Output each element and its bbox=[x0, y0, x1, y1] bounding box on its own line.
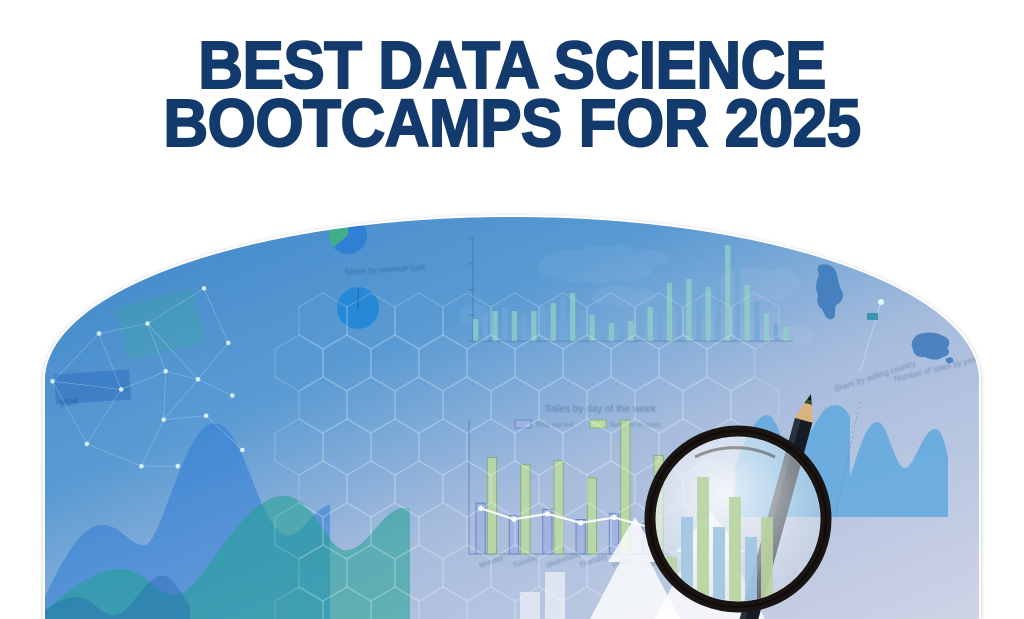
svg-text:Sales by day of the week: Sales by day of the week bbox=[545, 404, 657, 415]
svg-text:Number of sales: Number of sales bbox=[610, 422, 661, 429]
